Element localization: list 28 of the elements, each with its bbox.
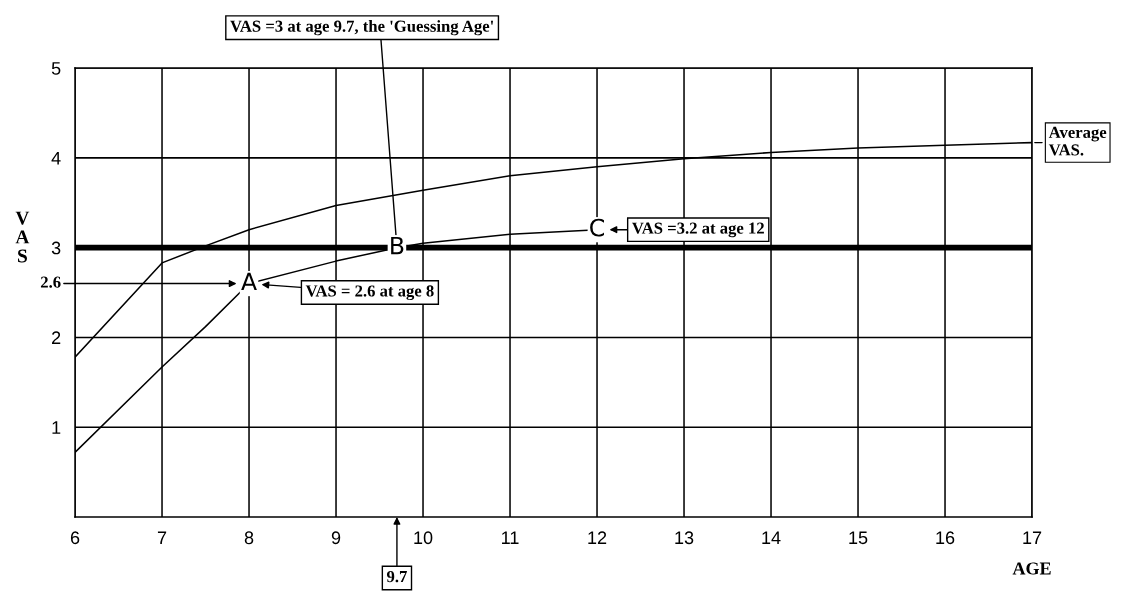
annotation: A [241, 272, 257, 291]
text: 2.6 [40, 276, 61, 288]
annotation: VAS = 2.6 at age 8 [305, 285, 434, 301]
x-tick-label: 15 [849, 531, 868, 545]
x-tick-label: 6 [70, 531, 80, 545]
x-tick-label: 16 [936, 531, 955, 545]
y-tick-label: 2 [52, 331, 61, 344]
annotation: B [391, 236, 404, 255]
annotation: VAS =3 at age 9.7, the 'Guessing Age' [230, 20, 494, 36]
x-tick-label: 17 [1023, 531, 1042, 544]
annotation: C [590, 218, 604, 237]
x-axis-title: AGE [1012, 562, 1051, 575]
x-tick-label: 11 [502, 531, 519, 544]
y-tick-label: 1 [52, 421, 61, 434]
x-tick-label: 8 [244, 531, 254, 545]
y-axis-title: VAS [15, 211, 30, 263]
text: 9.7 [386, 571, 407, 583]
x-tick-label: 10 [414, 531, 433, 545]
x-tick-label: 7 [157, 531, 167, 544]
annotation: VAS =3.2 at age 12 [632, 222, 764, 238]
x-tick-label: 12 [588, 531, 607, 544]
x-tick-label: 14 [762, 531, 781, 544]
x-tick-label: 13 [675, 531, 694, 545]
y-tick-label: 5 [51, 62, 61, 75]
y-tick-label: 4 [51, 151, 61, 165]
y-tick-label: 3 [51, 241, 61, 255]
legend-label: Average VAS. [1048, 126, 1107, 156]
x-tick-label: 9 [331, 531, 341, 545]
